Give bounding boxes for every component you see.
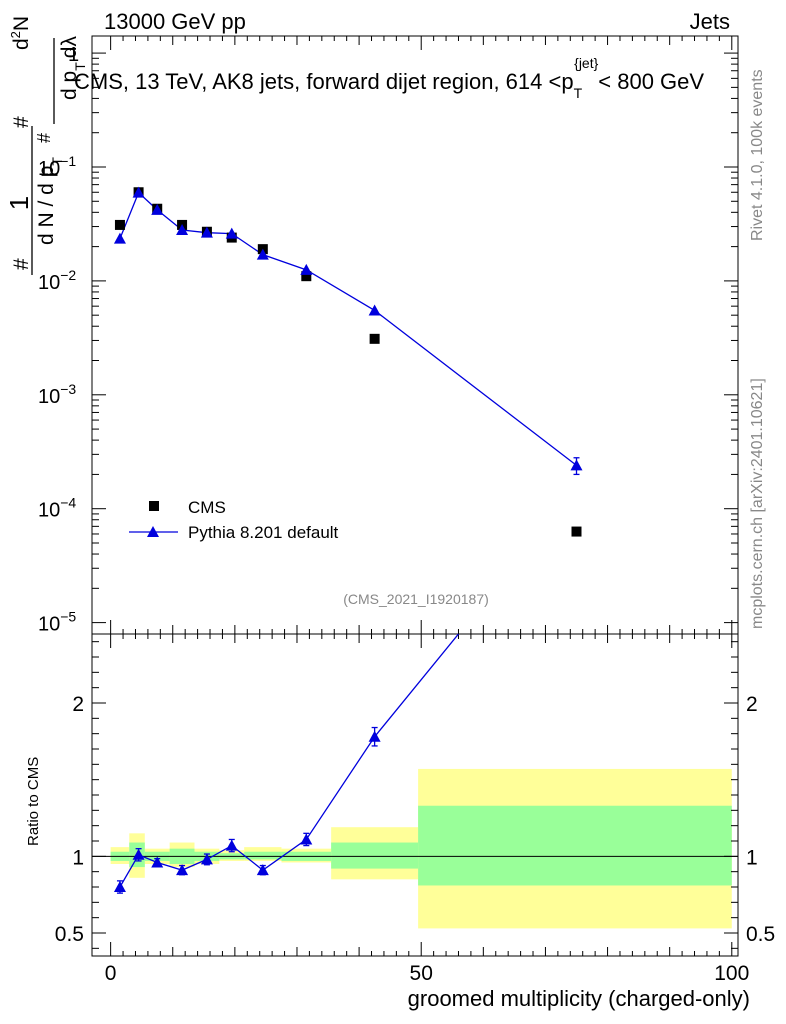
analysis-watermark: (CMS_2021_I1920187) bbox=[343, 591, 489, 607]
mc-point bbox=[256, 248, 269, 260]
main-y-tick-label: 10−5 bbox=[38, 609, 76, 636]
plot-title: CMS, 13 TeV, AK8 jets, forward dijet reg… bbox=[74, 55, 704, 101]
main-y-axis-label: # 1 d N / d pT # d2N d pTdλ # bbox=[4, 16, 88, 275]
ratio-mc-point bbox=[151, 856, 164, 868]
ratio-y-tick-label-right: 0.5 bbox=[746, 923, 775, 946]
ratio-mc-point bbox=[225, 839, 238, 851]
rivet-version-label: Rivet 4.1.0, 100k events bbox=[749, 69, 766, 241]
ratio-y-tick-label: 2 bbox=[72, 693, 84, 716]
ylabel-r-d: d bbox=[10, 38, 33, 50]
plot-title-prefix: CMS, 13 TeV, AK8 jets, forward dijet reg… bbox=[74, 69, 574, 94]
ratio-mc-point bbox=[368, 730, 381, 742]
mc-point bbox=[368, 304, 381, 316]
mc-point bbox=[113, 232, 126, 244]
main-y-tick-label: 10−1 bbox=[38, 153, 76, 180]
axis-ticks: 0 50 100 10−5 10−4 10−3 10−2 10−1 1 0.5 0.5 1 1 2 2 bbox=[38, 36, 775, 985]
ratio-y-axis-label: Ratio to CMS bbox=[25, 757, 42, 846]
ylabel-r-n: N bbox=[10, 16, 33, 31]
legend-mc-label: Pythia 8.201 default bbox=[188, 523, 339, 542]
ylabel-den: d N / d pT bbox=[35, 157, 65, 245]
mc-point bbox=[151, 203, 164, 215]
main-y-tick-label: 10−4 bbox=[38, 495, 76, 522]
legend-data-label: CMS bbox=[188, 498, 226, 517]
ylabel-r-sup: 2 bbox=[8, 31, 23, 38]
ylabel-r-den: d pTdλ bbox=[58, 36, 88, 100]
ratio-mc-point bbox=[113, 881, 126, 892]
x-tick-label: 100 bbox=[714, 962, 749, 985]
band-inner-6 bbox=[244, 851, 282, 860]
data-point bbox=[571, 526, 582, 537]
x-tick-label: 0 bbox=[105, 962, 117, 985]
ratio-mc-point bbox=[132, 848, 145, 860]
mc-point bbox=[300, 263, 313, 275]
legend-data-marker bbox=[149, 501, 159, 511]
ratio-mc-point bbox=[256, 864, 269, 876]
mc-point bbox=[200, 226, 213, 238]
ylabel-num: 1 bbox=[4, 196, 34, 210]
ratio-uncertainty-bands bbox=[92, 768, 738, 929]
ylabel-den-text: d N / d p bbox=[35, 166, 58, 245]
data-point bbox=[114, 219, 125, 230]
legend-mc-marker bbox=[147, 526, 159, 537]
ylabel-r-den2: dλ bbox=[58, 36, 81, 59]
ratio-plot-marks bbox=[113, 633, 459, 894]
ylabel-r-num: d2N bbox=[8, 16, 33, 50]
ylabel-r-den-sub: T bbox=[72, 62, 88, 71]
main-y-tick-label: 10−2 bbox=[38, 267, 76, 294]
ratio-mc-point bbox=[300, 833, 313, 845]
ratio-mc-point bbox=[200, 853, 213, 865]
mc-point bbox=[132, 186, 145, 198]
ratio-y-tick-label: 1 bbox=[72, 846, 84, 869]
ylabel-r-hash: # bbox=[10, 116, 33, 128]
x-tick-label: 50 bbox=[410, 962, 433, 985]
header-energy-label: 13000 GeV pp bbox=[104, 9, 246, 34]
data-point bbox=[301, 271, 312, 282]
x-axis-label: groomed multiplicity (charged-only) bbox=[408, 986, 750, 1011]
plot-title-suffix: < 800 GeV bbox=[598, 69, 704, 94]
header-type-label: Jets bbox=[690, 9, 730, 34]
band-inner-9 bbox=[418, 805, 732, 886]
ylabel-r-den-text: d p bbox=[58, 71, 81, 100]
main-plot-frame bbox=[91, 35, 739, 635]
plot-title-sub: T bbox=[574, 85, 583, 101]
main-plot-marks bbox=[113, 186, 583, 537]
mc-point bbox=[176, 223, 189, 235]
ratio-y-tick-label-right: 1 bbox=[746, 846, 758, 869]
ratio-y-tick-label-right: 2 bbox=[746, 693, 758, 716]
mcplots-reference-label: mcplots.cern.ch [arXiv:2401.10621] bbox=[749, 378, 766, 629]
ylabel-hash2: # bbox=[34, 133, 54, 143]
main-y-tick-label: 10−3 bbox=[38, 381, 76, 408]
mc-line bbox=[119, 191, 577, 466]
plot-title-sup: {jet} bbox=[574, 55, 598, 71]
ylabel-den-sub: T bbox=[49, 157, 65, 166]
ratio-mc-line bbox=[119, 633, 459, 888]
mc-point bbox=[225, 227, 238, 239]
ylabel-hash: # bbox=[10, 258, 33, 270]
ratio-y-tick-label: 0.5 bbox=[55, 923, 84, 946]
band-inner-8 bbox=[331, 842, 419, 869]
mc-point bbox=[570, 459, 583, 471]
ratio-mc-point bbox=[176, 864, 189, 876]
data-point bbox=[369, 333, 380, 344]
main-y-tick-label: 1 bbox=[68, 44, 79, 66]
